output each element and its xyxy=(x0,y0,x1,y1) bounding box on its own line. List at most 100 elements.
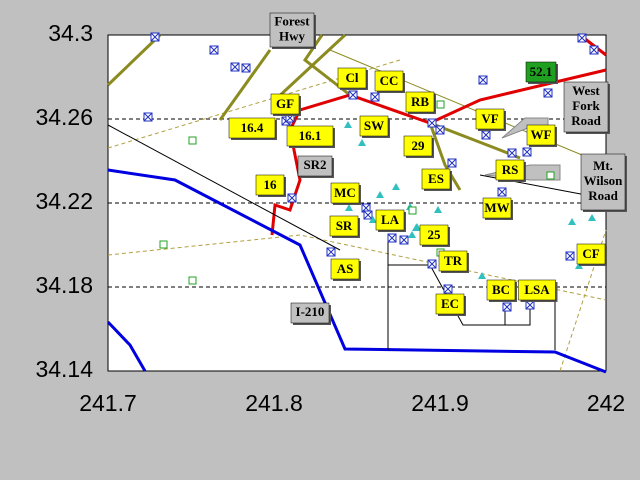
marker-cross xyxy=(241,63,251,73)
road xyxy=(106,33,162,87)
station-label: CF xyxy=(582,246,599,261)
marker-cross xyxy=(387,233,397,243)
triangle-marker xyxy=(434,206,442,213)
triangle-marker xyxy=(345,204,353,211)
road xyxy=(428,122,462,191)
station-marker xyxy=(577,33,587,43)
station-label-box xyxy=(374,70,404,92)
y-tick-label: 34.22 xyxy=(35,188,93,214)
road xyxy=(270,68,607,236)
station-label: CC xyxy=(380,73,399,88)
square-marker xyxy=(188,276,197,285)
station-label-box xyxy=(482,197,512,219)
marker-cross xyxy=(435,125,445,135)
x-tick-label: 241.9 xyxy=(411,390,469,416)
y-tick-label: 34.26 xyxy=(35,104,93,130)
station-marker xyxy=(399,235,409,245)
station-label-box xyxy=(421,168,451,190)
road-label: Mt. xyxy=(593,158,613,173)
station-label: MW xyxy=(484,200,509,215)
marker-cross xyxy=(287,193,297,203)
road-label: Hwy xyxy=(279,28,306,43)
station-label-box xyxy=(435,293,465,315)
road xyxy=(387,238,556,350)
road xyxy=(273,33,347,102)
station-marker xyxy=(443,284,453,294)
labels: Cl CC RB GF 16.4 16.1 SW VF WF 29 RS ES 16 MC MW SR LA 25… xyxy=(228,12,627,325)
station-marker xyxy=(447,158,457,168)
station-label: WF xyxy=(531,127,552,142)
station-label: MC xyxy=(334,185,356,200)
road-label-box xyxy=(580,153,626,211)
station-label-box xyxy=(270,93,300,115)
road xyxy=(218,49,272,121)
station-label: LSA xyxy=(524,282,550,297)
x-tick-label: 241.7 xyxy=(79,390,137,416)
station-label-box xyxy=(403,135,433,157)
marker-cross xyxy=(507,148,517,158)
square-marker xyxy=(188,136,197,145)
triangle-marker xyxy=(478,272,486,279)
road-label: Fork xyxy=(572,98,600,113)
marker-cross xyxy=(230,62,240,72)
pointer-arrow xyxy=(501,117,549,139)
road-label-box xyxy=(269,12,315,48)
station-label-box xyxy=(405,91,435,113)
marker-cross xyxy=(348,90,358,100)
marker-cross xyxy=(427,259,437,269)
station-marker xyxy=(370,92,380,102)
freeway xyxy=(107,168,607,374)
triangle-marker xyxy=(408,231,416,238)
station-label-box xyxy=(526,124,556,146)
road xyxy=(329,49,607,166)
station-label-box xyxy=(255,174,285,196)
marker-cross xyxy=(589,45,599,55)
station-label: AS xyxy=(337,261,354,276)
marker-cross xyxy=(363,210,373,220)
marker-cross xyxy=(443,284,453,294)
highlight-label: 52.1 xyxy=(530,64,553,79)
marker-cross xyxy=(502,302,512,312)
station-label: SR xyxy=(336,218,353,233)
station-label-box xyxy=(359,115,389,137)
station-marker xyxy=(435,125,445,135)
triangle-marker xyxy=(568,218,576,225)
station-label-box xyxy=(228,117,276,139)
marker-cross xyxy=(326,247,336,257)
station-label: Cl xyxy=(346,70,359,85)
station-label: TR xyxy=(444,253,463,268)
triangle-marker xyxy=(413,223,421,230)
station-marker xyxy=(230,62,240,72)
freeway xyxy=(106,320,147,372)
station-label-box xyxy=(486,279,516,301)
station-marker xyxy=(507,148,517,158)
station-label: 25 xyxy=(428,227,442,242)
station-label: LA xyxy=(381,212,400,227)
station-label: EC xyxy=(441,296,459,311)
station-label: VF xyxy=(481,111,498,126)
station-marker xyxy=(565,251,575,261)
marker-cross xyxy=(565,251,575,261)
triangle-marker xyxy=(392,183,400,190)
station-label-box xyxy=(286,125,334,147)
station-label-box xyxy=(330,182,360,204)
square-marker xyxy=(408,206,417,215)
x-tick-label: 242 xyxy=(587,390,625,416)
marker-cross xyxy=(481,130,491,140)
road-label-box xyxy=(297,155,333,177)
marker-cross xyxy=(143,112,153,122)
road-label: Forest xyxy=(274,13,310,28)
station-marker xyxy=(522,147,532,157)
station-label: ES xyxy=(428,171,444,186)
station-marker xyxy=(287,193,297,203)
triangle-marker xyxy=(376,191,384,198)
road-label-box xyxy=(290,302,330,324)
y-tick-label: 34.18 xyxy=(35,272,93,298)
square-marker xyxy=(546,171,555,180)
road-label: West xyxy=(572,83,600,98)
station-marker xyxy=(143,112,153,122)
marker-cross xyxy=(543,88,553,98)
y-tick-label: 34.14 xyxy=(35,356,93,382)
station-label: RS xyxy=(502,162,519,177)
